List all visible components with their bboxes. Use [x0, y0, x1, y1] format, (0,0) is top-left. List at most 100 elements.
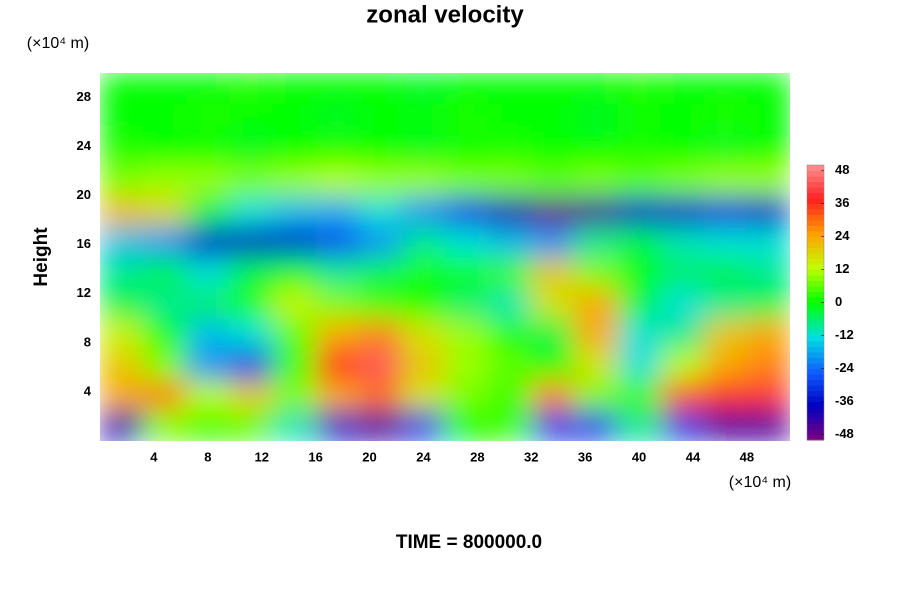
heatmap-cell [358, 73, 403, 105]
heatmap-cell [143, 257, 187, 289]
heatmap-cell [315, 349, 360, 381]
heatmap-cell [143, 165, 187, 197]
heatmap-cell [574, 410, 618, 441]
colorbar-band [807, 418, 824, 424]
heatmap-cell [272, 226, 317, 258]
heatmap-cell [100, 318, 144, 350]
heatmap-cell [143, 103, 187, 135]
colorbar-band [807, 352, 824, 358]
y-unit-label: (×10⁴ m) [27, 35, 89, 52]
heatmap-cell [445, 134, 489, 166]
heatmap-cell [746, 410, 790, 441]
colorbar-band [807, 313, 824, 320]
heatmap-cell [617, 349, 662, 381]
heatmap-cell [531, 195, 575, 227]
heatmap-cell [531, 103, 575, 135]
colorbar-band [807, 319, 824, 325]
heatmap-cell [660, 410, 705, 441]
heatmap-cell [143, 318, 187, 350]
x-tick-label: 28 [470, 449, 484, 464]
heatmap-cell [703, 349, 748, 381]
heatmap-cell [574, 226, 618, 258]
heatmap-cell [488, 379, 532, 411]
heatmap-cell [401, 165, 446, 197]
heatmap-cell [574, 379, 618, 411]
colorbar-tick-label: 36 [835, 195, 849, 210]
colorbar-band [807, 275, 824, 281]
x-tick-label: 20 [362, 449, 376, 464]
heatmap-cell [660, 195, 705, 227]
x-tick-label: 40 [632, 449, 646, 464]
heatmap-cell [143, 410, 187, 441]
heatmap-cell [617, 195, 662, 227]
colorbar-band [807, 165, 824, 171]
heatmap-cell [488, 349, 532, 381]
heatmap-cell [746, 103, 790, 135]
heatmap-cell [703, 318, 748, 350]
heatmap-cell [186, 410, 230, 441]
y-tick-label: 28 [77, 89, 91, 104]
heatmap-cell [401, 410, 446, 441]
heatmap-cell [660, 73, 705, 105]
colorbar-band [807, 269, 824, 276]
heatmap-cell [574, 195, 618, 227]
heatmap-cell [100, 73, 144, 105]
heatmap-cell [488, 287, 532, 319]
colorbar-band [807, 396, 824, 402]
heatmap-cell [272, 287, 317, 319]
y-tick-label: 12 [77, 285, 91, 300]
colorbar-band [807, 385, 824, 391]
heatmap-cell [703, 73, 748, 105]
colorbar-band [807, 434, 824, 441]
colorbar-band [807, 258, 824, 265]
x-tick-label: 8 [204, 449, 211, 464]
heatmap-cell [488, 73, 532, 105]
heatmap-cell [445, 410, 489, 441]
heatmap-cell [531, 165, 575, 197]
heatmap [100, 73, 790, 441]
heatmap-cell [746, 349, 790, 381]
heatmap-cell [445, 103, 489, 135]
heatmap-cell [229, 226, 273, 258]
heatmap-cell [660, 287, 705, 319]
heatmap-cell [358, 257, 403, 289]
y-tick-label: 24 [77, 138, 92, 153]
colorbar-tick-label: 24 [835, 228, 850, 243]
colorbar-band [807, 368, 824, 375]
heatmap-cell [229, 134, 273, 166]
colorbar-band [807, 302, 824, 309]
heatmap-cell [229, 73, 273, 105]
heatmap-cell [703, 103, 748, 135]
heatmap-cell [617, 318, 662, 350]
heatmap-cell [229, 165, 273, 197]
heatmap-cell [315, 226, 360, 258]
colorbar-tick-label: 48 [835, 162, 849, 177]
heatmap-cell [488, 318, 532, 350]
colorbar-band [807, 192, 824, 199]
heatmap-cell [703, 287, 748, 319]
heatmap-cell [531, 287, 575, 319]
colorbar-tick-label: -36 [835, 393, 854, 408]
heatmap-cell [445, 165, 489, 197]
heatmap-cell [358, 349, 403, 381]
colorbar-tick-label: -48 [835, 426, 854, 441]
heatmap-cell [746, 287, 790, 319]
colorbar-band [807, 335, 824, 342]
heatmap-cell [488, 195, 532, 227]
colorbar-band [807, 242, 824, 248]
x-tick-label: 36 [578, 449, 592, 464]
heatmap-cell [272, 73, 317, 105]
heatmap-cell [143, 379, 187, 411]
colorbar-band [807, 247, 824, 254]
colorbar-band [807, 341, 824, 347]
heatmap-cell [358, 318, 403, 350]
heatmap-cell [229, 318, 273, 350]
heatmap-cell [229, 195, 273, 227]
colorbar-band [807, 170, 824, 177]
heatmap-cell [531, 379, 575, 411]
heatmap-cell [703, 410, 748, 441]
heatmap-cell [229, 379, 273, 411]
colorbar-band [807, 236, 824, 243]
heatmap-cell [100, 226, 144, 258]
heatmap-cell [143, 287, 187, 319]
